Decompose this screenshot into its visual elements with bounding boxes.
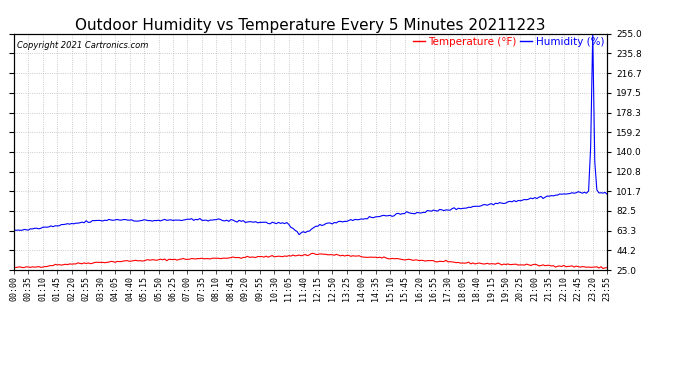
Text: Copyright 2021 Cartronics.com: Copyright 2021 Cartronics.com — [17, 41, 148, 50]
Legend: Temperature (°F), Humidity (%): Temperature (°F), Humidity (%) — [411, 35, 606, 49]
Title: Outdoor Humidity vs Temperature Every 5 Minutes 20211223: Outdoor Humidity vs Temperature Every 5 … — [75, 18, 546, 33]
